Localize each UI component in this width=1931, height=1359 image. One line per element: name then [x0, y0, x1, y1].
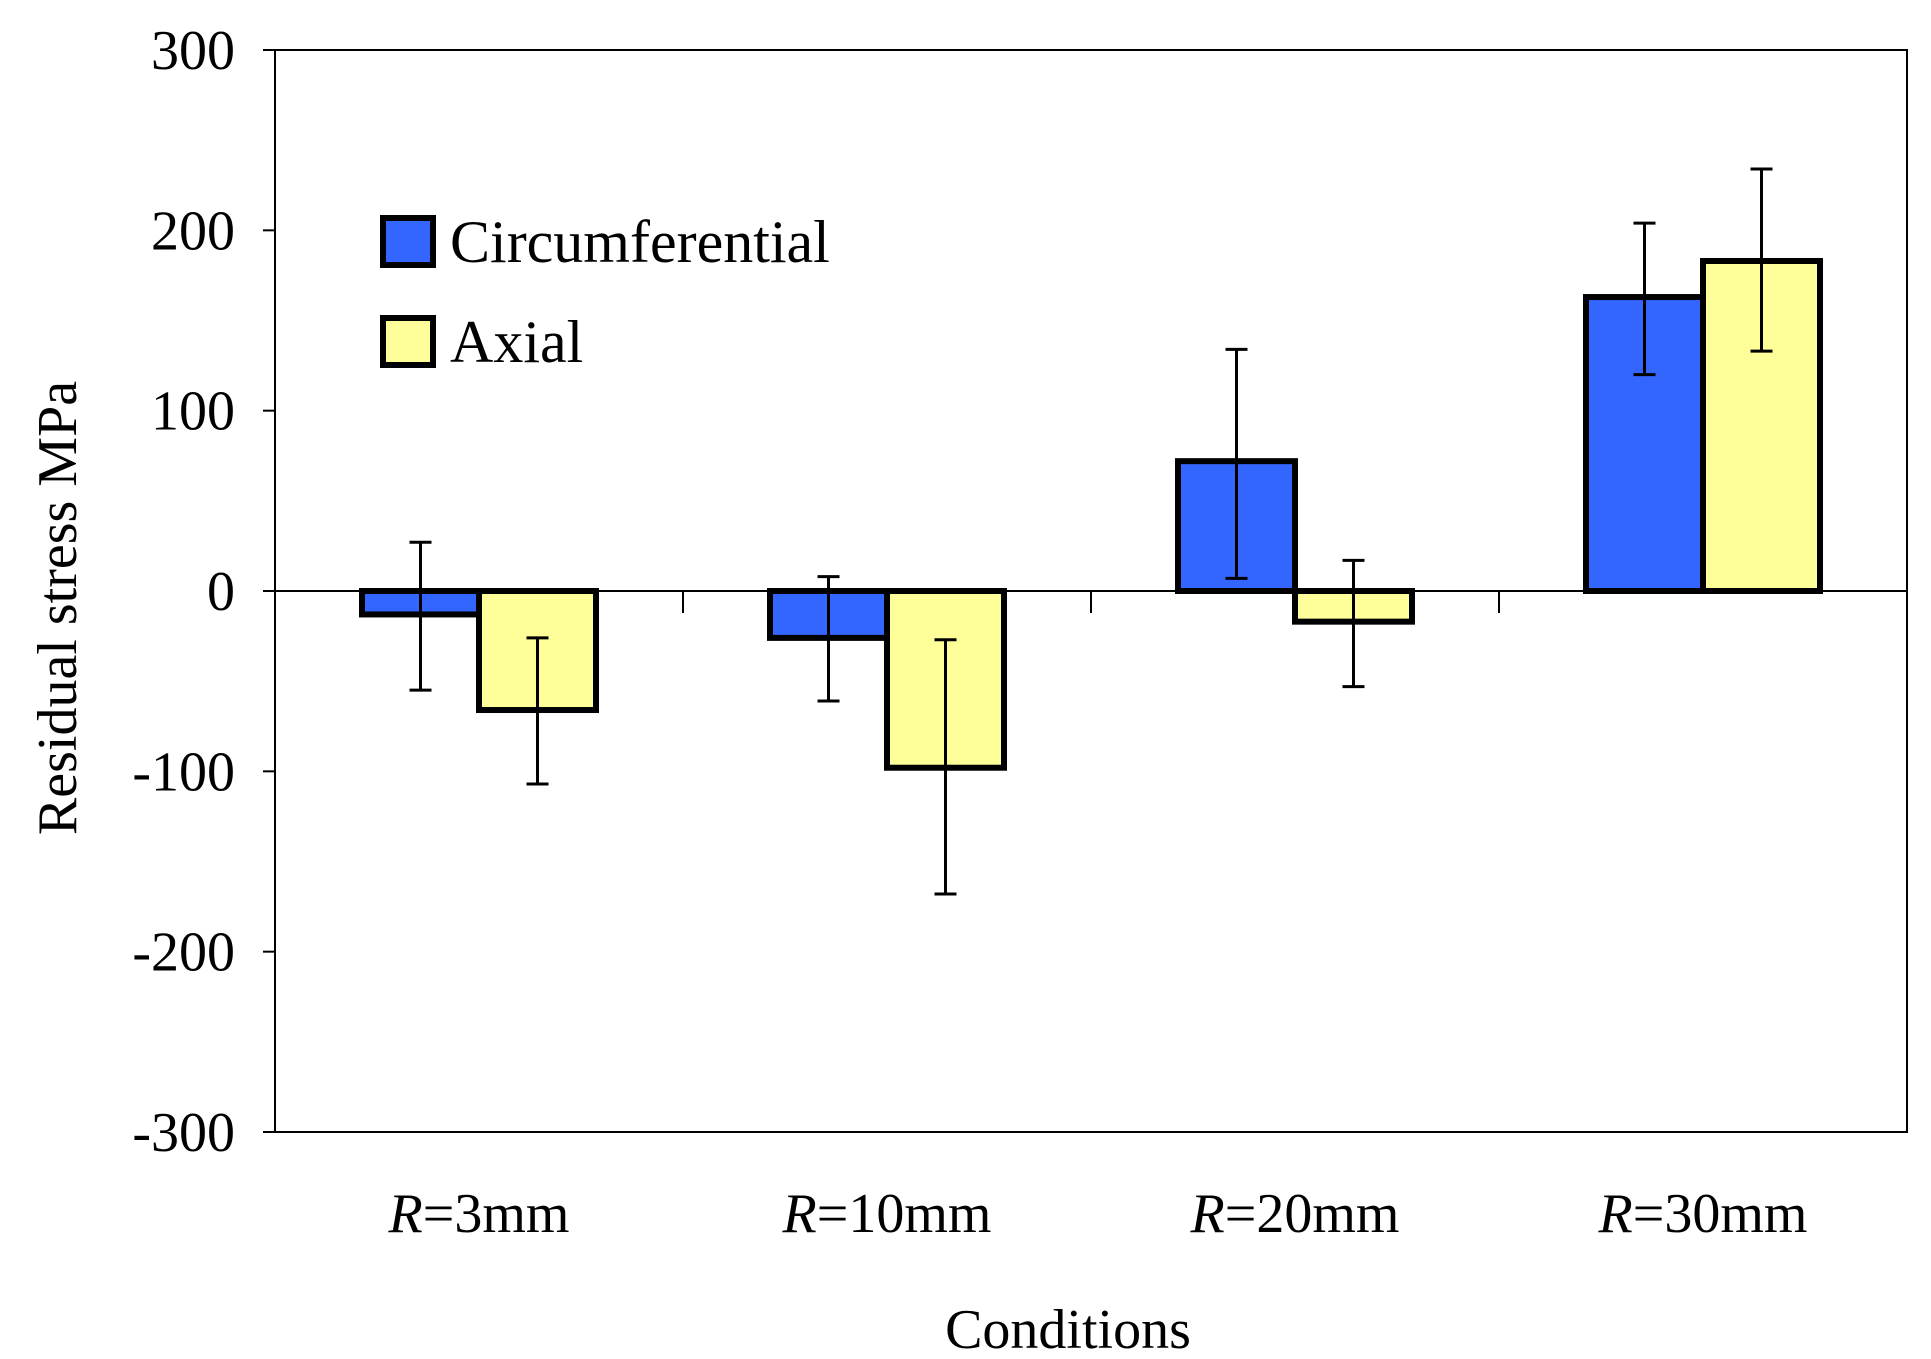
x-category-label-prefix: R — [388, 1183, 423, 1245]
x-category-label-prefix: R — [782, 1183, 817, 1245]
y-tick-label: -100 — [132, 741, 235, 803]
x-category-label-suffix: =20mm — [1225, 1183, 1400, 1245]
legend-label-axial: Axial — [450, 309, 583, 375]
legend-swatch-circumferential — [380, 215, 436, 268]
x-category-label: R=30mm — [1598, 1183, 1808, 1245]
error-bars-group — [409, 167, 1773, 896]
y-tick-label: -200 — [132, 922, 235, 984]
y-tick-label: 300 — [151, 20, 235, 82]
y-tick-label: 100 — [151, 381, 235, 443]
x-axis-category-labels: R=3mm R=10mm R=20mm R=30mm — [388, 1183, 1808, 1245]
y-tick-label: 200 — [151, 200, 235, 262]
x-category-label: R=10mm — [782, 1183, 992, 1245]
x-category-label-suffix: =10mm — [817, 1183, 992, 1245]
x-category-label-suffix: =30mm — [1633, 1183, 1808, 1245]
y-tick-label: 0 — [207, 561, 235, 623]
y-axis-title: Residual stress MPa — [27, 381, 89, 835]
x-category-label-prefix: R — [1190, 1183, 1225, 1245]
legend: Circumferential Axial — [380, 209, 830, 375]
legend-swatch-axial — [380, 315, 436, 368]
x-category-label: R=20mm — [1190, 1183, 1400, 1245]
x-category-label: R=3mm — [388, 1183, 570, 1245]
legend-label-circumferential: Circumferential — [450, 209, 830, 275]
y-tick-label: -300 — [132, 1102, 235, 1164]
bar-axial-4 — [1700, 257, 1823, 594]
x-category-label-prefix: R — [1598, 1183, 1633, 1245]
x-category-label-suffix: =3mm — [423, 1183, 570, 1245]
y-axis-ticks: 300 200 100 0 -100 -200 -300 — [132, 20, 275, 1164]
x-axis-title: Conditions — [945, 1299, 1191, 1359]
